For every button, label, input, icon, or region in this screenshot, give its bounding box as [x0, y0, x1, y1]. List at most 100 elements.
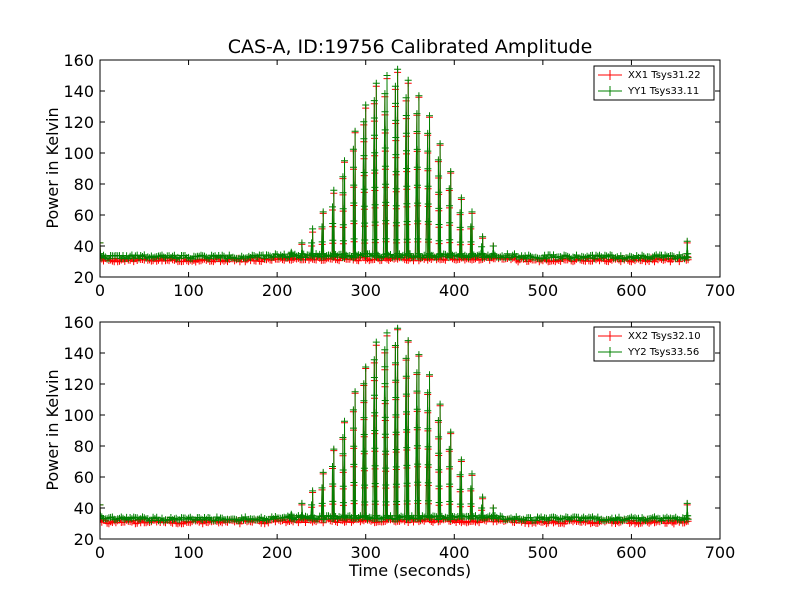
data-point-marker — [298, 499, 306, 507]
data-point-marker — [100, 251, 107, 259]
data-point-marker — [457, 194, 465, 202]
data-point-marker — [362, 101, 370, 109]
xtick-label: 100 — [173, 281, 204, 300]
data-point-marker — [100, 517, 104, 525]
ytick-label: 120 — [63, 375, 94, 394]
data-point-marker — [467, 223, 475, 231]
data-point-marker — [360, 135, 368, 143]
data-point-marker — [382, 235, 390, 243]
data-point-marker — [362, 512, 370, 520]
data-point-marker — [456, 485, 464, 493]
data-point-marker — [271, 250, 279, 258]
data-point-marker — [381, 413, 389, 421]
data-point-marker — [355, 257, 363, 265]
data-point-marker — [542, 514, 550, 522]
data-point-marker — [300, 250, 308, 258]
data-point-marker — [170, 515, 178, 523]
data-point-marker — [298, 239, 306, 247]
data-point-marker — [601, 517, 609, 525]
data-point-marker — [238, 252, 246, 260]
data-point-marker — [403, 461, 411, 469]
data-point-marker — [467, 485, 475, 493]
ytick-label: 20 — [74, 268, 94, 287]
data-point-marker — [371, 201, 379, 209]
data-point-marker — [339, 173, 347, 181]
data-point-marker — [232, 516, 240, 524]
data-point-marker — [197, 251, 205, 259]
data-point-marker — [491, 251, 499, 259]
data-point-marker — [185, 514, 193, 522]
data-point-marker — [426, 371, 433, 379]
data-point-marker — [119, 514, 127, 522]
data-point-marker — [445, 445, 453, 453]
data-point-marker — [370, 374, 378, 381]
data-point-marker — [424, 461, 432, 469]
data-point-marker — [392, 446, 400, 453]
data-point-marker — [638, 251, 646, 259]
data-point-marker — [391, 82, 399, 90]
plot-area-top — [100, 65, 692, 266]
xlabel: Time (seconds) — [348, 561, 471, 580]
data-point-marker — [318, 238, 326, 246]
data-point-marker — [391, 342, 399, 349]
xtick-label: 500 — [528, 543, 559, 562]
data-point-marker — [318, 484, 326, 492]
data-point-marker — [160, 517, 168, 525]
data-point-marker — [376, 514, 384, 522]
data-point-marker — [434, 516, 442, 523]
data-point-marker — [672, 255, 680, 263]
data-point-marker — [381, 126, 389, 134]
data-point-marker — [252, 516, 260, 524]
data-point-marker — [403, 479, 411, 487]
data-point-marker — [447, 512, 455, 520]
data-point-marker — [381, 430, 389, 438]
data-point-marker — [365, 257, 373, 265]
ytick-label: 140 — [63, 82, 94, 101]
ylabel-top: Power in Kelvin — [43, 107, 62, 228]
data-point-marker — [403, 182, 411, 190]
data-point-marker — [100, 239, 104, 247]
data-point-marker — [496, 512, 504, 520]
data-point-marker — [326, 251, 334, 259]
data-point-marker — [414, 478, 422, 486]
data-point-marker — [402, 94, 410, 102]
data-point-marker — [490, 250, 498, 258]
data-point-marker — [339, 499, 347, 507]
data-point-marker — [101, 253, 109, 261]
data-point-marker — [392, 219, 400, 227]
data-point-marker — [413, 424, 421, 432]
data-point-marker — [339, 466, 347, 474]
data-point-marker — [403, 426, 411, 434]
data-point-marker — [350, 217, 358, 225]
data-point-marker — [392, 359, 399, 367]
data-point-marker — [414, 235, 422, 243]
data-point-marker — [402, 390, 410, 398]
data-point-marker — [627, 253, 635, 261]
ticks-bottom: 0 100 200 300 400 500 600 700 20 40 60 80 100 120 140 1… — [63, 313, 735, 562]
data-point-marker — [139, 513, 146, 521]
data-point-marker — [133, 514, 141, 522]
ytick-label: 80 — [74, 437, 94, 456]
data-point-marker — [392, 376, 400, 384]
data-point-marker — [308, 239, 316, 247]
data-point-marker — [493, 513, 501, 521]
data-point-marker — [395, 250, 403, 258]
data-point-marker — [677, 254, 685, 262]
data-point-marker — [360, 169, 368, 176]
data-point-marker — [339, 205, 347, 213]
data-point-marker — [638, 514, 646, 522]
data-point-marker — [351, 127, 359, 135]
legend-box-bottom — [593, 326, 715, 362]
data-point-marker — [435, 221, 443, 228]
data-point-marker — [360, 431, 368, 438]
data-point-marker — [441, 256, 449, 264]
data-point-marker — [300, 514, 308, 522]
ytick-label: 60 — [74, 206, 94, 225]
data-point-marker — [567, 514, 575, 522]
data-point-marker — [330, 186, 338, 194]
data-point-marker — [271, 513, 279, 520]
data-point-marker — [406, 250, 414, 258]
data-point-marker — [435, 466, 443, 474]
data-point-marker — [358, 514, 366, 522]
data-point-marker — [350, 479, 358, 486]
